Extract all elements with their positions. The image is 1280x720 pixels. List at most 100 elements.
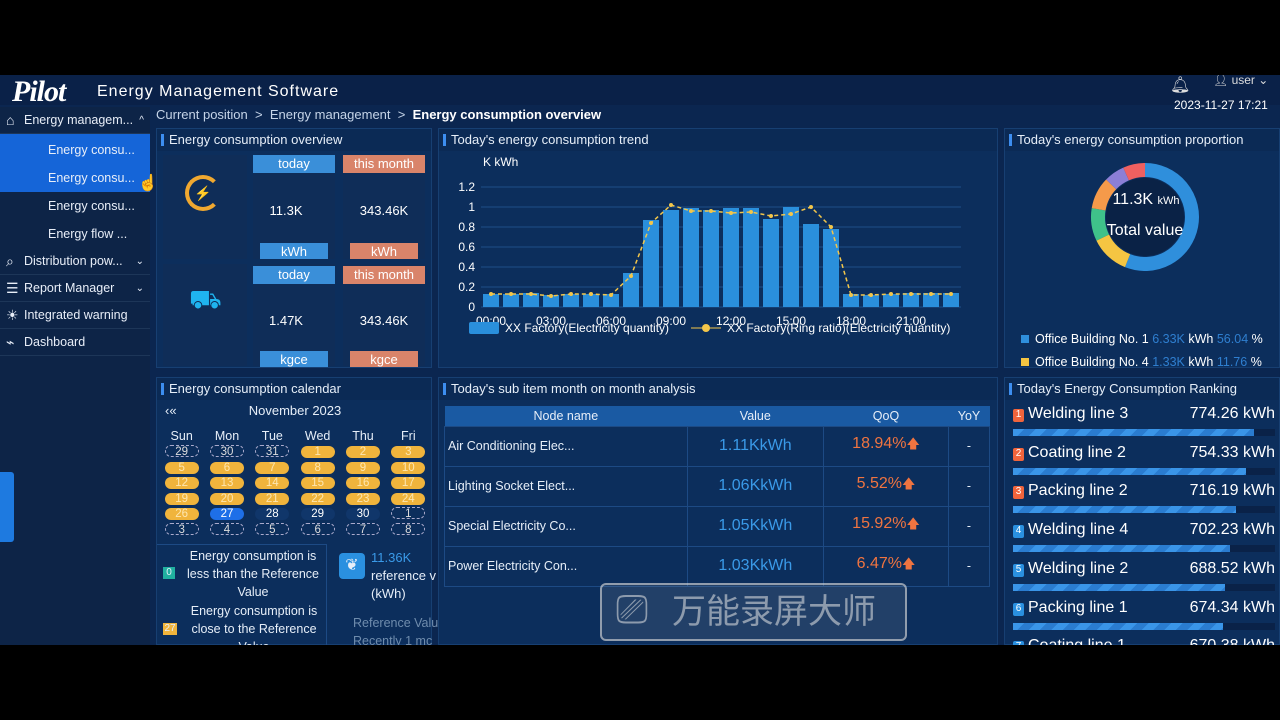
calendar-day[interactable]: 5: [255, 522, 290, 536]
rank-badge: 6: [1013, 602, 1024, 616]
header: [0, 75, 1280, 105]
user-menu[interactable]: 👤︎ user ⌄: [1213, 75, 1269, 87]
sidebar-item-distribution[interactable]: ⌕ Distribution pow... ⌄: [0, 248, 150, 275]
line-point: [589, 292, 593, 296]
coal-card: ⛟: [163, 264, 247, 366]
table-row: Special Electricity Co... 1.05KkWh 15.92%🡅…: [444, 505, 990, 547]
calendar-day[interactable]: 4: [209, 522, 244, 536]
sidebar-subitem[interactable]: Energy flow ...: [48, 227, 128, 241]
ranking-item: 3 Packing line 2 716.19 kWh: [1013, 482, 1275, 520]
yoy-value: -: [948, 505, 990, 547]
ranking-bar: [1013, 506, 1275, 514]
pilot-logo: Pilot: [12, 75, 66, 108]
sidebar-item-dashboard[interactable]: ⌁ Dashboard: [0, 329, 150, 356]
bar: [623, 273, 639, 307]
calendar-day[interactable]: 12: [164, 477, 199, 490]
ranking-panel: Today's Energy Consumption Ranking 1 Weld…: [1004, 377, 1280, 645]
calendar-day[interactable]: 7: [345, 522, 380, 536]
x-tick-label: 09:00: [656, 314, 686, 328]
calendar-day[interactable]: 3: [164, 522, 199, 536]
calendar-day[interactable]: 30: [209, 445, 244, 458]
calendar-day[interactable]: 6: [300, 522, 335, 536]
calendar-day[interactable]: 10: [391, 461, 426, 474]
calendar-day[interactable]: 29: [164, 445, 199, 458]
node-value: 1.11KkWh: [686, 425, 824, 467]
calendar-day[interactable]: 24: [391, 492, 426, 505]
calendar-day[interactable]: 15: [300, 477, 335, 490]
calendar-day[interactable]: 3: [391, 446, 426, 459]
calendar-day[interactable]: 20: [209, 492, 244, 505]
sidebar-item-energy-management[interactable]: ⌂ Energy managem... ^: [0, 107, 150, 134]
bar: [683, 208, 699, 307]
calendar-day[interactable]: 17: [391, 477, 426, 490]
breadcrumb-item[interactable]: Current position: [156, 107, 248, 122]
weekday-label: Wed: [304, 428, 331, 443]
column-header: QoQ: [823, 406, 949, 426]
donut-slice[interactable]: [1096, 234, 1131, 268]
donut-slice[interactable]: [1091, 208, 1110, 241]
calendar-day[interactable]: 1: [300, 446, 335, 459]
bar: [803, 224, 819, 307]
calendar-day[interactable]: 13: [209, 477, 244, 490]
sidebar-subitem[interactable]: Energy consu...: [48, 199, 135, 213]
legend-label[interactable]: XX Factory(Ring ratio)(Electricity quant…: [727, 321, 950, 335]
calendar-day[interactable]: 31: [255, 445, 290, 458]
donut-slice[interactable]: [1106, 167, 1130, 190]
qoq-value: 15.92%: [852, 515, 907, 532]
total-unit: kWh: [1157, 195, 1180, 207]
proportion-panel: Today's energy consumption proportion 11…: [1004, 128, 1280, 414]
line-point: [649, 221, 653, 225]
sidebar-item-report-manager[interactable]: ☰ Report Manager ⌄: [0, 275, 150, 302]
calendar-day[interactable]: 2: [345, 446, 380, 459]
calendar-day[interactable]: 30: [345, 508, 380, 521]
building-value: 6.33K: [1152, 332, 1185, 346]
ranking-item: 2 Coating line 2 754.33 kWh: [1013, 444, 1275, 482]
calendar-day[interactable]: 1: [391, 507, 426, 520]
sidebar-subitem[interactable]: Energy consu...: [0, 136, 150, 164]
calendar-day[interactable]: 9: [345, 461, 380, 474]
calendar-day[interactable]: 22: [300, 492, 335, 505]
unit: kWh: [1188, 332, 1214, 346]
legend-swatch: [1021, 335, 1029, 343]
breadcrumb-item[interactable]: Energy management: [269, 107, 391, 122]
x-tick-label: 03:00: [536, 314, 566, 328]
line-name: Welding line 3: [1028, 405, 1129, 422]
calendar-day[interactable]: 19: [164, 492, 199, 505]
calendar-day[interactable]: 26: [164, 508, 199, 521]
recorder-watermark: ⎚ 万能录屏大师: [600, 583, 907, 641]
calendar-day[interactable]: 21: [255, 492, 290, 505]
sidebar-subitem[interactable]: Energy consu...: [0, 164, 150, 192]
proportion-legend-item: Office Building No. 1 6.33K kWh 56.04 %: [1021, 332, 1263, 346]
calendar-day[interactable]: 28: [255, 508, 290, 521]
donut-slice[interactable]: [1125, 163, 1199, 271]
calendar-day[interactable]: 8: [300, 461, 335, 474]
x-tick-label: 06:00: [596, 314, 626, 328]
node-value: 1.06KkWh: [686, 465, 824, 507]
calendar-day[interactable]: 7: [255, 461, 290, 474]
bar: [703, 210, 719, 307]
calendar-legend: 0 Energy consumption is less than the Re…: [157, 544, 327, 645]
calendar-day[interactable]: 16: [345, 477, 380, 490]
sidebar-item-integrated-warning[interactable]: ☀ Integrated warning: [0, 302, 150, 329]
calendar-day[interactable]: 6: [209, 461, 244, 474]
calendar-day[interactable]: 27: [209, 508, 244, 521]
calendar-prev-button[interactable]: ‹«: [165, 403, 177, 418]
overview-panel: Energy consumption overview ⚡ ⛟ today th…: [156, 128, 432, 368]
chevron-up-icon: ^: [139, 115, 144, 126]
legend-label[interactable]: XX Factory(Electricity quantity): [505, 321, 669, 335]
calendar-day[interactable]: 29: [300, 508, 335, 521]
line-point: [669, 203, 673, 207]
side-drawer-handle[interactable]: [0, 472, 14, 542]
bell-icon[interactable]: 🔔︎: [1170, 77, 1191, 94]
today-coal-value: 1.47K: [269, 313, 303, 328]
reference-value: 11.36K: [371, 550, 412, 565]
x-tick-label: 12:00: [716, 314, 746, 328]
calendar-day[interactable]: 8: [391, 522, 426, 536]
bar: [523, 293, 539, 307]
calendar-day[interactable]: 23: [345, 492, 380, 505]
calendar-day[interactable]: 14: [255, 477, 290, 490]
bar: [503, 294, 519, 307]
donut-slice[interactable]: [1123, 163, 1146, 181]
donut-slice[interactable]: [1091, 179, 1117, 211]
calendar-day[interactable]: 5: [164, 461, 199, 474]
